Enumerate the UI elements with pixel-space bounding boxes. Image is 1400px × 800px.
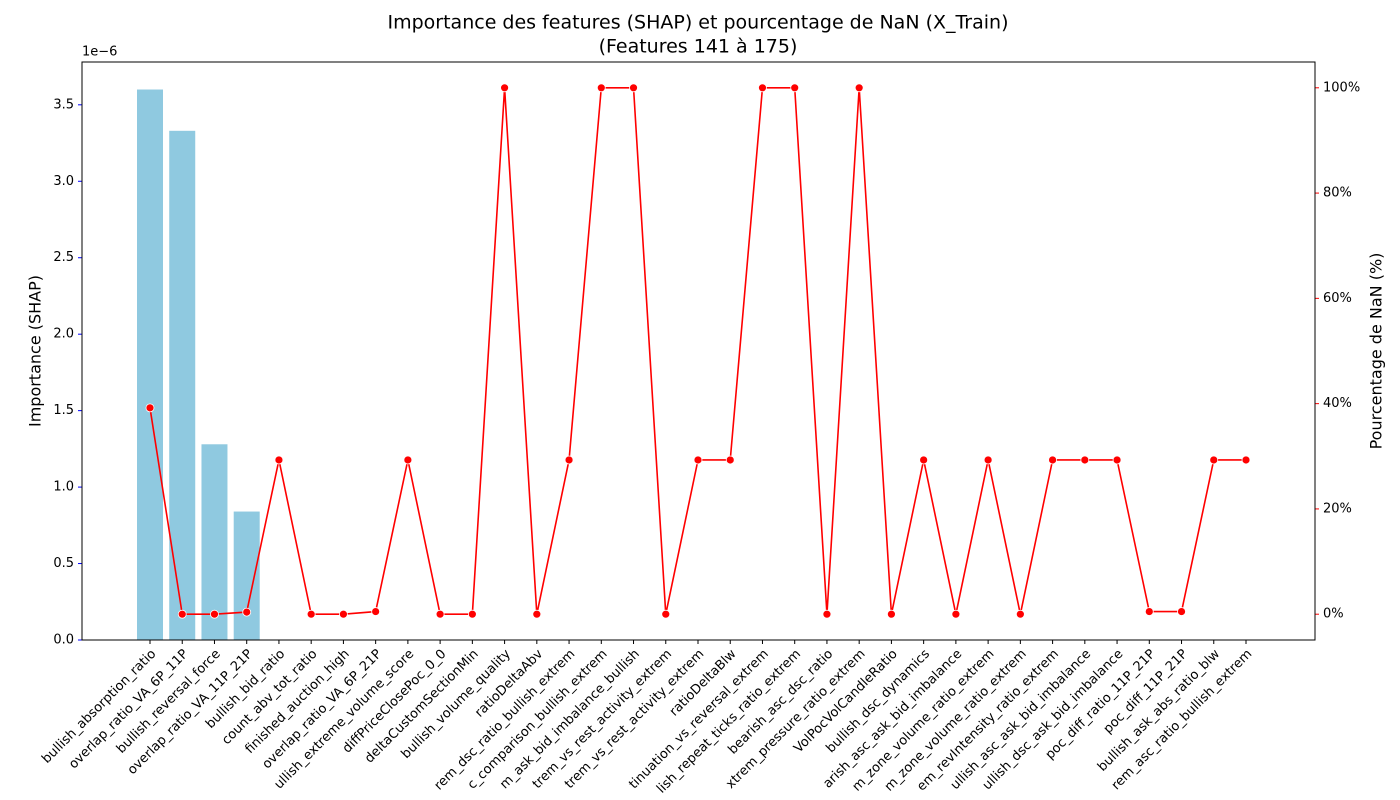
line-point [661, 609, 671, 619]
y-axis-label: Importance (SHAP) [26, 275, 45, 427]
line-point [983, 455, 993, 465]
line-point [177, 609, 187, 619]
chart-subtitle: (Features 141 à 175) [599, 36, 798, 58]
y2-tick-label: 100% [1323, 80, 1360, 95]
y2-tick-label: 40% [1323, 396, 1352, 411]
y2-axis-label: Pourcentage de NaN (%) [1367, 253, 1386, 450]
line-point [403, 455, 413, 465]
y2-tick-label: 60% [1323, 291, 1352, 306]
y-tick-label: 0.0 [53, 633, 74, 648]
line-point [1241, 455, 1251, 465]
line-point [822, 609, 832, 619]
line-point [371, 607, 381, 616]
y-tick-label: 2.5 [53, 250, 74, 265]
line-point [725, 455, 735, 465]
line-point [951, 609, 961, 619]
line-point [693, 455, 703, 465]
line-point [242, 607, 252, 617]
y-tick-label: 1.0 [53, 480, 74, 495]
y2-tick-label: 80% [1323, 186, 1352, 201]
line-point [532, 609, 542, 619]
line-point [1080, 455, 1090, 465]
y-tick-label: 3.0 [53, 174, 74, 189]
line-point [564, 455, 574, 465]
line-point [339, 609, 348, 619]
bar [137, 89, 163, 641]
line [149, 86, 1246, 616]
y-tick-label: 1.5 [53, 403, 74, 418]
line-point [790, 83, 800, 93]
line-point [1048, 455, 1057, 465]
line-point [435, 609, 445, 619]
line-point [887, 609, 896, 619]
line-point [306, 609, 316, 619]
line-point [596, 83, 606, 93]
y2-tick-label: 20% [1323, 501, 1352, 516]
y-offset-label: 1e−6 [82, 45, 117, 60]
line-point [1177, 607, 1186, 616]
plot-frame [81, 61, 1316, 641]
line-point [854, 83, 864, 93]
line-point [467, 609, 477, 619]
line-point [1112, 455, 1122, 465]
y2-tick-label: 0% [1323, 607, 1344, 622]
line-point [500, 83, 509, 93]
line-point [758, 83, 767, 93]
line-point [210, 609, 219, 619]
y-tick-label: 2.0 [53, 327, 74, 342]
bar [201, 444, 228, 640]
line-point [274, 455, 284, 465]
y-tick-label: 3.5 [53, 97, 74, 112]
bar [169, 130, 196, 641]
line-point [145, 403, 155, 413]
line-point [919, 455, 929, 465]
line-point [1209, 455, 1219, 465]
line-point [1144, 607, 1154, 616]
line-point [1015, 609, 1025, 619]
line-point [629, 83, 638, 93]
bar [233, 511, 260, 640]
y-tick-label: 0.5 [53, 556, 74, 571]
chart-title: Importance des features (SHAP) et pource… [388, 12, 1009, 34]
